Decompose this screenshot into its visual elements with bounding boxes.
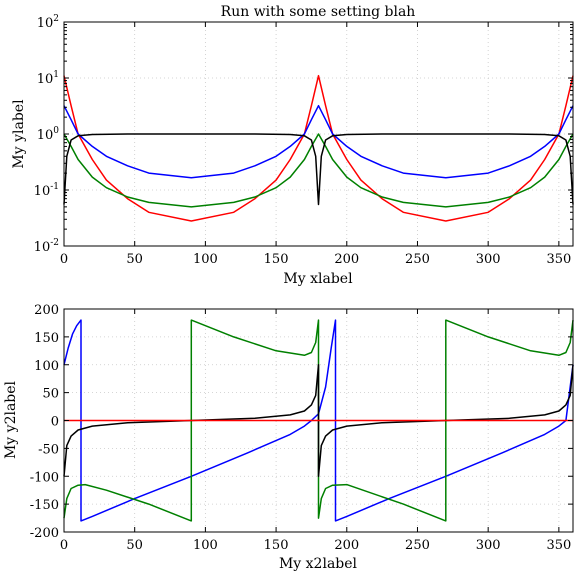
x-tick-label: 50 [126,538,143,553]
x-tick-label: 250 [405,252,430,267]
x-tick-label: 350 [546,538,571,553]
top-plot-title: Run with some setting blah [221,4,416,20]
x-tick-label: 300 [476,538,501,553]
x-tick-label: 250 [405,538,430,553]
x-tick-label: 150 [264,252,289,267]
y-tick-label: 10-2 [34,238,59,255]
y-tick-label: 100 [34,359,59,374]
x-tick-label: 50 [126,252,143,267]
y-tick-label: 200 [34,303,59,318]
top-y-axis-label: My ylabel [11,99,27,169]
y-tick-label: 10-1 [34,182,59,199]
bottom-series [64,320,573,521]
y-tick-label: -150 [30,498,59,513]
y-tick-label: 100 [37,126,60,143]
top-series [64,76,573,221]
top-x-axis-label: My xlabel [283,271,353,287]
bottom-x-axis-label: My x2label [279,556,358,572]
x-tick-label: 100 [193,538,218,553]
y-tick-label: 102 [37,14,59,31]
bottom-plot: 0 50 100 150 200 250 300 350 -200 -150 -100 -50 0 50… [3,303,573,572]
bottom-y-axis-label: My y2label [3,380,19,459]
series-line-2 [64,106,573,178]
series-line-4 [64,134,573,205]
top-x-ticks: 0 50 100 150 200 250 300 350 [60,22,571,267]
y-tick-label: -200 [30,526,59,541]
bottom-x-ticks: 0 50 100 150 200 250 300 350 [60,309,571,553]
y-tick-label: 101 [37,70,59,87]
y-tick-label: -50 [38,442,59,457]
x-tick-label: 150 [264,538,289,553]
top-plot: Run with some setting blah 0 50 100 150 200 2… [11,4,573,287]
x-tick-label: 0 [60,252,68,267]
x-tick-label: 200 [334,538,359,553]
x-tick-label: 300 [476,252,501,267]
x-tick-label: 100 [193,252,218,267]
y-tick-label: 150 [34,331,59,346]
x-tick-label: 350 [546,252,571,267]
y-tick-label: 0 [51,415,59,430]
x-tick-label: 0 [60,538,68,553]
x-tick-label: 200 [334,252,359,267]
y-tick-label: 50 [42,387,59,402]
y-tick-label: -100 [30,470,59,485]
